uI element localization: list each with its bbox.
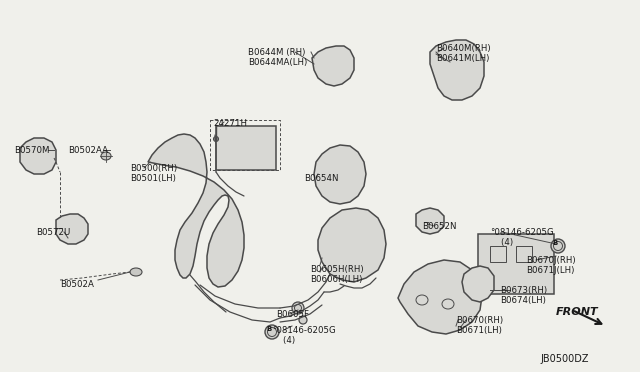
Text: B0644M (RH): B0644M (RH): [248, 48, 305, 57]
Polygon shape: [318, 208, 386, 282]
Text: (4): (4): [490, 238, 513, 247]
Text: B0570M: B0570M: [14, 146, 49, 155]
Ellipse shape: [130, 268, 142, 276]
Ellipse shape: [268, 327, 276, 337]
Text: B0644MA(LH): B0644MA(LH): [248, 58, 307, 67]
Text: B: B: [266, 326, 271, 332]
Polygon shape: [398, 260, 482, 334]
Text: B0670J(RH): B0670J(RH): [526, 256, 575, 265]
Bar: [516, 246, 532, 262]
Polygon shape: [148, 134, 244, 287]
Ellipse shape: [265, 325, 279, 339]
Polygon shape: [416, 208, 444, 234]
Text: B0605F: B0605F: [276, 310, 309, 319]
Polygon shape: [20, 138, 56, 174]
Ellipse shape: [101, 152, 111, 160]
Text: B0671J(LH): B0671J(LH): [526, 266, 574, 275]
Polygon shape: [462, 266, 494, 302]
Text: B0670(RH): B0670(RH): [456, 316, 503, 325]
Text: B0502AA: B0502AA: [68, 146, 108, 155]
Text: B0671(LH): B0671(LH): [456, 326, 502, 335]
Text: °08146-6205G: °08146-6205G: [490, 228, 554, 237]
Ellipse shape: [554, 241, 563, 250]
Text: 24271H: 24271H: [213, 119, 247, 128]
Text: °08146-6205G: °08146-6205G: [272, 326, 336, 335]
Ellipse shape: [292, 302, 304, 314]
Text: B0572U: B0572U: [36, 228, 70, 237]
Text: B0502A: B0502A: [60, 280, 94, 289]
Text: B0605H(RH): B0605H(RH): [310, 265, 364, 274]
Polygon shape: [430, 40, 484, 100]
Text: B0654N: B0654N: [304, 174, 339, 183]
Polygon shape: [314, 145, 366, 204]
Text: B: B: [552, 240, 557, 246]
Text: (4): (4): [272, 336, 295, 345]
Polygon shape: [56, 214, 88, 244]
Text: B0641M(LH): B0641M(LH): [436, 54, 490, 63]
Text: B0652N: B0652N: [422, 222, 456, 231]
Bar: [490, 246, 506, 262]
Text: B0673(RH): B0673(RH): [500, 286, 547, 295]
Polygon shape: [312, 46, 354, 86]
Text: B0640M(RH): B0640M(RH): [436, 44, 491, 53]
Ellipse shape: [551, 239, 565, 253]
Text: B0674(LH): B0674(LH): [500, 296, 546, 305]
Text: B0501(LH): B0501(LH): [130, 174, 176, 183]
Bar: [478, 234, 554, 294]
Text: JB0500DZ: JB0500DZ: [540, 354, 589, 364]
Text: FRONT: FRONT: [556, 307, 598, 317]
Text: B0606H(LH): B0606H(LH): [310, 275, 362, 284]
Text: B0500(RH): B0500(RH): [130, 164, 177, 173]
Bar: [216, 126, 276, 170]
Ellipse shape: [214, 137, 218, 141]
Ellipse shape: [299, 316, 307, 324]
